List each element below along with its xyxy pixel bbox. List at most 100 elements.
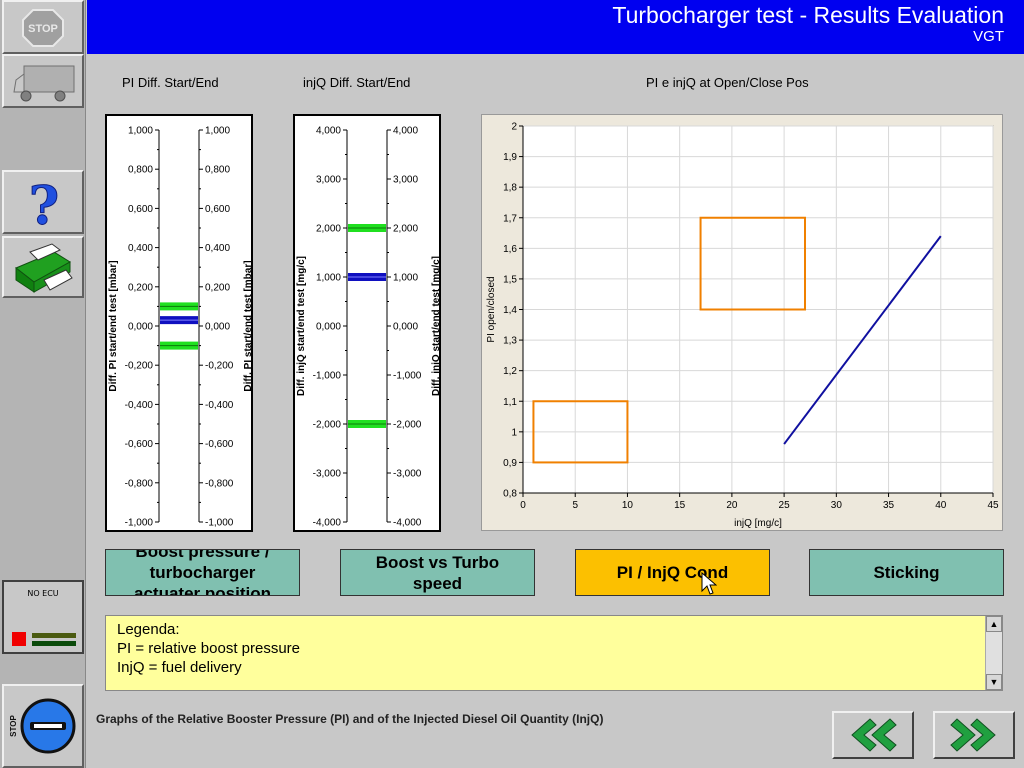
pi-gauge: 1,000 1,000 0,800 0,800 0,600 0,600 0,400 0,400… [105,114,253,532]
pi-gauge-tick-label-right: -0,400 [205,400,234,411]
tab-sticking-label: Sticking [873,563,940,582]
injq-gauge: 4,000 4,000 3,000 3,000 2,000 2,000 1,000 1,000… [293,114,441,532]
pi-gauge-tick-label-left: 0,000 [128,322,153,333]
injq-gauge-tick-label-right: 4,000 [393,126,418,137]
injq-gauge-tick-label-left: -4,000 [313,518,342,529]
chart-y-tick-label: 0,8 [503,489,517,500]
pi-gauge-tick-label-right: -0,800 [205,478,234,489]
stop-knob-icon: STOP [9,698,76,754]
injq-gauge-tick-label-right: 1,000 [393,273,418,284]
chart-x-tick-label: 30 [831,500,843,511]
injq-gauge-axis-label-right: Diff. injQ start/end test [mg/c] [431,256,439,396]
injq-gauge-tick-label-left: 4,000 [316,126,341,137]
legend-scrollbar[interactable]: ▲ ▼ [985,616,1002,690]
chart-x-tick-label: 25 [779,500,791,511]
legend-box: Legenda: PI = relative boost pressure In… [105,615,1003,691]
chart-x-axis-label: injQ [mg/c] [734,518,782,529]
pi-gauge-tick-label-left: 0,200 [128,282,153,293]
chart-x-tick-label: 35 [883,500,895,511]
legend-line-pi: PI = relative boost pressure [117,640,301,657]
chart-y-tick-label: 1,9 [503,152,517,163]
chart-y-tick-label: 1,6 [503,244,517,255]
mouse-cursor-icon [701,572,717,595]
printer-icon [15,243,73,293]
pi-gauge-tick-label-right: 0,200 [205,282,230,293]
pi-gauge-tick-label-right: 0,400 [205,243,230,254]
injq-gauge-tick-label-left: -2,000 [313,420,342,431]
legend-text: Legenda: PI = relative boost pressure In… [117,620,300,677]
next-button[interactable] [933,711,1015,759]
previous-button[interactable] [832,711,914,759]
tab-pi-injq-cond[interactable]: PI / InjQ Cond [575,549,770,596]
pi-gauge-tick-label-left: 0,400 [128,243,153,254]
pi-gauge-tick-label-right: -1,000 [205,518,234,529]
chart-x-tick-label: 40 [935,500,947,511]
injq-gauge-tick-label-left: 3,000 [316,175,341,186]
pi-gauge-tick-label-left: -0,400 [125,400,154,411]
svg-text:STOP: STOP [28,23,58,35]
injq-gauge-tick-label-left: 0,000 [316,322,341,333]
ecu-bar-2 [32,641,76,646]
svg-text:?: ? [29,176,59,232]
pi-gauge-tick-label-left: 0,600 [128,204,153,215]
ecu-bar-1 [32,633,76,638]
header-bar: Turbocharger test - Results Evaluation V… [87,0,1024,54]
page-title: Turbocharger test - Results Evaluation [612,2,1004,28]
pi-gauge-axis-label-right: Diff. PI start/end test [mbar] [243,260,251,391]
chart-y-tick-label: 0,9 [503,458,517,469]
chart-y-axis-label: PI open/closed [486,276,497,342]
chart-tolerance-box [699,216,806,311]
legend-heading: Legenda: [117,621,180,638]
tab-boost-vs-turbo[interactable]: Boost vs Turbo speed [340,549,535,596]
chart-x-tick-label: 10 [622,500,634,511]
chart-y-tick-label: 2 [511,122,517,133]
page-description: Graphs of the Relative Booster Pressure … [96,712,604,726]
stop-button[interactable]: STOP [2,0,84,54]
pi-gauge-title: PI Diff. Start/End [122,75,219,90]
truck-icon [13,65,75,102]
chart-title: PI e injQ at Open/Close Pos [646,75,809,90]
tab-boost-pressure[interactable]: Boost pressure / turbocharger actuater p… [105,549,300,596]
injq-gauge-axis-label-left: Diff. injQ start/end test [mg/c] [296,256,307,396]
pi-gauge-tick-label-right: 0,000 [205,322,230,333]
tab-sticking[interactable]: Sticking [809,549,1004,596]
chart-y-tick-label: 1,1 [503,397,517,408]
stop-sign-icon: STOP [22,9,64,47]
pi-gauge-svg: 1,000 1,000 0,800 0,800 0,600 0,600 0,400 0,400… [108,126,251,529]
tab-boost-pressure-label: Boost pressure / turbocharger actuater p… [134,549,271,596]
injq-gauge-tick-label-right: 3,000 [393,175,418,186]
pi-injq-chart: 0 5 10 15 20 25 30 35 40 45 0,8 0,9 1 1,1 1,2 1,3 1,4 1,5… [481,114,1003,531]
pi-gauge-tick-label-right: 0,600 [205,204,230,215]
injq-gauge-tick-label-right: 2,000 [393,224,418,235]
vehicle-button[interactable] [2,54,84,108]
pi-gauge-tick-label-right: -0,600 [205,439,234,450]
pi-gauge-tick-label-left: 1,000 [128,126,153,137]
injq-gauge-tick-label-left: 1,000 [316,273,341,284]
chart-y-tick-label: 1,3 [503,336,517,347]
scroll-up-icon[interactable]: ▲ [986,616,1002,632]
emergency-stop-button[interactable]: STOP [2,684,84,768]
chart-y-tick-label: 1,2 [503,366,517,377]
print-button[interactable] [2,236,84,298]
injq-gauge-tick-label-right: -2,000 [393,420,422,431]
help-button[interactable]: ? [2,170,84,238]
chart-x-tick-label: 5 [572,500,578,511]
pi-gauge-tick-label-left: -0,600 [125,439,154,450]
injq-gauge-tick-label-right: -4,000 [393,518,422,529]
sidebar: STOP ? NO ECU S [0,0,86,768]
pi-gauge-tick-label-right: 0,800 [205,165,230,176]
chart-series-line [783,235,942,445]
injq-gauge-tick-label-left: -1,000 [313,371,342,382]
pi-gauge-tick-label-right: -0,200 [205,361,234,372]
injq-gauge-tick-label-left: 2,000 [316,224,341,235]
chart-y-tick-label: 1,7 [503,213,517,224]
tab-boost-vs-turbo-label: Boost vs Turbo speed [375,552,500,593]
scroll-down-icon[interactable]: ▼ [986,674,1002,690]
chart-tolerance-box [532,400,629,464]
injq-gauge-title: injQ Diff. Start/End [303,75,411,90]
chart-x-tick-label: 20 [726,500,738,511]
double-arrow-left-icon [851,718,897,752]
ecu-red-led [12,632,26,646]
chart-y-tick-label: 1,8 [503,183,517,194]
page-subtitle: VGT [973,28,1004,45]
